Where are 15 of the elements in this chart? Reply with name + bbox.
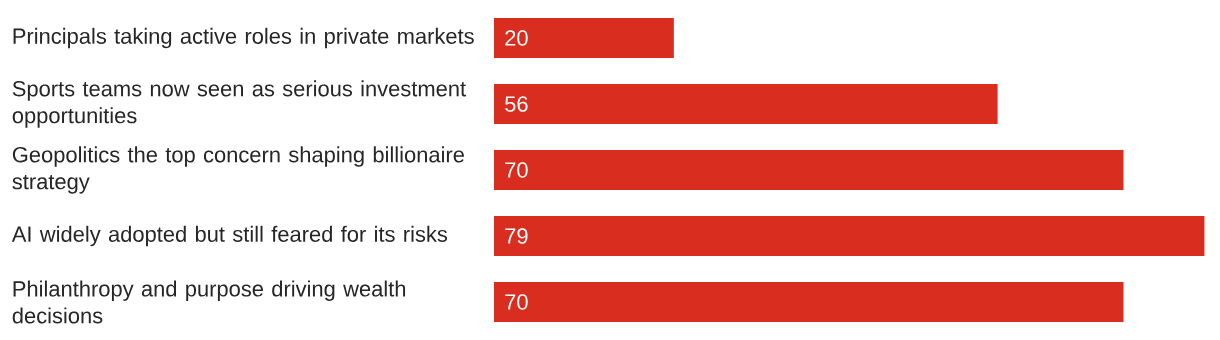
bar — [494, 282, 1124, 322]
y-tick-label: Sports teams now seen as serious investment opportunities — [12, 80, 466, 128]
data-label: 70 — [505, 294, 528, 310]
data-label: 56 — [505, 96, 528, 112]
bar — [494, 216, 1205, 256]
bar — [494, 150, 1124, 190]
bar — [494, 18, 674, 59]
data-label: 20 — [505, 30, 528, 46]
y-tick-label: Principals taking active roles in private markets — [13, 27, 474, 49]
y-tick-label: Philanthropy and purpose driving wealth decisions — [12, 280, 406, 324]
data-label: 70 — [505, 162, 528, 178]
bar — [494, 84, 998, 125]
y-tick-label: AI widely adopted but still feared for its risks — [11, 225, 448, 247]
y-tick-label: Geopolitics the top concern shaping billionaire strategy — [12, 146, 464, 194]
data-label: 79 — [505, 228, 528, 244]
